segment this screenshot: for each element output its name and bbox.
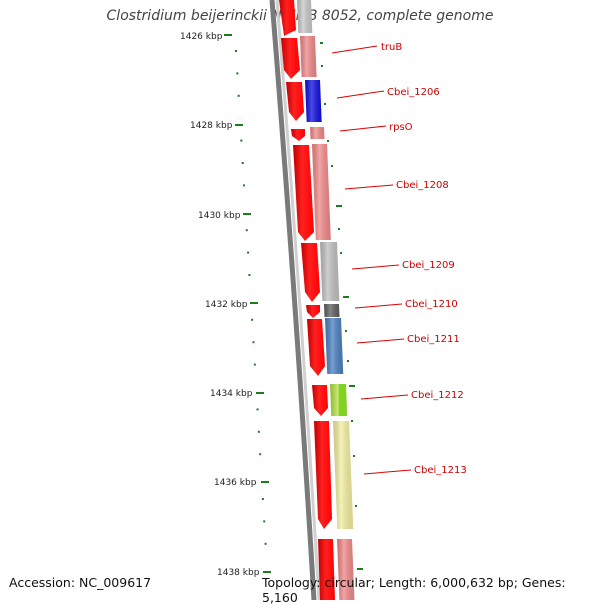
minor-tick-dot — [236, 72, 239, 75]
gene-bar-accent — [339, 384, 346, 416]
genome-backbone — [269, 0, 317, 600]
gc-dot — [336, 205, 342, 207]
gc-dot — [321, 65, 323, 67]
gene-bar-shade — [333, 421, 354, 529]
tick-label: 1438 kbp — [217, 568, 260, 578]
tick-label: 1428 kbp — [190, 121, 233, 131]
accession-text: Accession: NC_009617 — [9, 575, 152, 590]
gene-label: Cbei_1212 — [411, 390, 464, 401]
gene-labels: truB Cbei_1206 rpsO Cbei_1208 Cbei_1209 … — [381, 42, 467, 476]
gene-label: rpsO — [389, 122, 413, 133]
gc-dot — [343, 296, 349, 298]
gc-dot — [331, 165, 333, 167]
cds-track — [279, 0, 335, 600]
gene-label: Cbei_1210 — [405, 299, 458, 310]
minor-tick-dot — [245, 229, 248, 232]
tick-label: 1432 kbp — [205, 300, 248, 310]
gc-skew-dots — [320, 42, 363, 570]
cds-arrow — [314, 421, 332, 529]
minor-tick-dot — [257, 430, 260, 433]
gene-label: Cbei_1206 — [387, 87, 440, 98]
tick-label: 1426 kbp — [180, 32, 223, 42]
gc-dot — [355, 505, 357, 507]
minor-tick-dot — [264, 542, 267, 545]
scale-ticks — [224, 34, 271, 573]
gene-bar-shade — [325, 318, 344, 374]
gene-label: Cbei_1209 — [402, 260, 455, 271]
minor-tick-dot — [259, 453, 262, 456]
cds-arrow — [293, 145, 314, 241]
gene-label: Cbei_1208 — [396, 180, 449, 191]
gene-bar-shade — [337, 539, 355, 600]
tick-label: 1430 kbp — [198, 211, 241, 221]
minor-tick-dot — [248, 274, 251, 276]
cds-arrow — [301, 243, 320, 302]
gc-dot — [351, 420, 353, 422]
minor-tick-dot — [263, 520, 266, 523]
gc-dot — [345, 330, 347, 332]
minor-tick-dot — [241, 162, 244, 164]
cds-arrow — [279, 0, 296, 36]
minor-tick-dot — [235, 50, 237, 52]
gc-dot — [357, 568, 363, 570]
cds-arrow — [306, 305, 320, 318]
cds-arrow — [291, 129, 305, 141]
gene-bar-shade — [300, 36, 317, 77]
tick-label: 1434 kbp — [210, 389, 253, 399]
gene-label-lines — [331, 45, 412, 475]
minor-tick-dot — [237, 94, 240, 97]
minor-tick-dot — [240, 139, 243, 142]
minor-tick-dot — [261, 498, 264, 500]
gene-bar-shade — [312, 144, 331, 240]
gc-dot — [340, 252, 342, 254]
minor-tick-dot — [243, 184, 246, 187]
gene-label: Cbei_1213 — [414, 465, 467, 476]
genome-summary-text: Topology: circular; Length: 6,000,632 bp… — [262, 575, 566, 605]
cds-arrow — [307, 319, 325, 376]
minor-tick-dot — [253, 363, 256, 366]
gc-dot — [353, 455, 355, 457]
gc-dot — [347, 360, 349, 362]
gc-dot — [338, 228, 340, 230]
minor-tick-dot — [247, 251, 250, 254]
gc-dot — [324, 103, 326, 105]
cds-arrow — [281, 38, 300, 79]
gene-label: truB — [381, 42, 402, 53]
minor-tick-dot — [252, 341, 255, 344]
gc-dot — [349, 385, 355, 387]
gene-label: Cbei_1211 — [407, 334, 460, 345]
gene-bar-shade — [324, 304, 340, 317]
gene-bar-shade — [320, 242, 340, 301]
tick-label: 1436 kbp — [214, 478, 257, 488]
minor-tick-dot — [256, 408, 259, 411]
minor-tick-dots — [235, 50, 267, 545]
genome-backbone-highlight — [275, 0, 321, 600]
minor-tick-dot — [251, 318, 254, 321]
cds-arrow — [318, 539, 335, 600]
cds-arrow — [286, 82, 304, 121]
gene-bar-shade — [297, 0, 313, 33]
gene-bar-shade — [310, 127, 325, 139]
gene-bars-track — [297, 0, 355, 600]
scale-tick-labels: 1426 kbp 1428 kbp 1430 kbp 1432 kbp 1434… — [180, 32, 260, 578]
gc-dot — [327, 140, 329, 142]
gene-bar-shade — [305, 80, 322, 122]
gc-dot — [320, 42, 323, 44]
cds-arrow — [312, 385, 328, 416]
